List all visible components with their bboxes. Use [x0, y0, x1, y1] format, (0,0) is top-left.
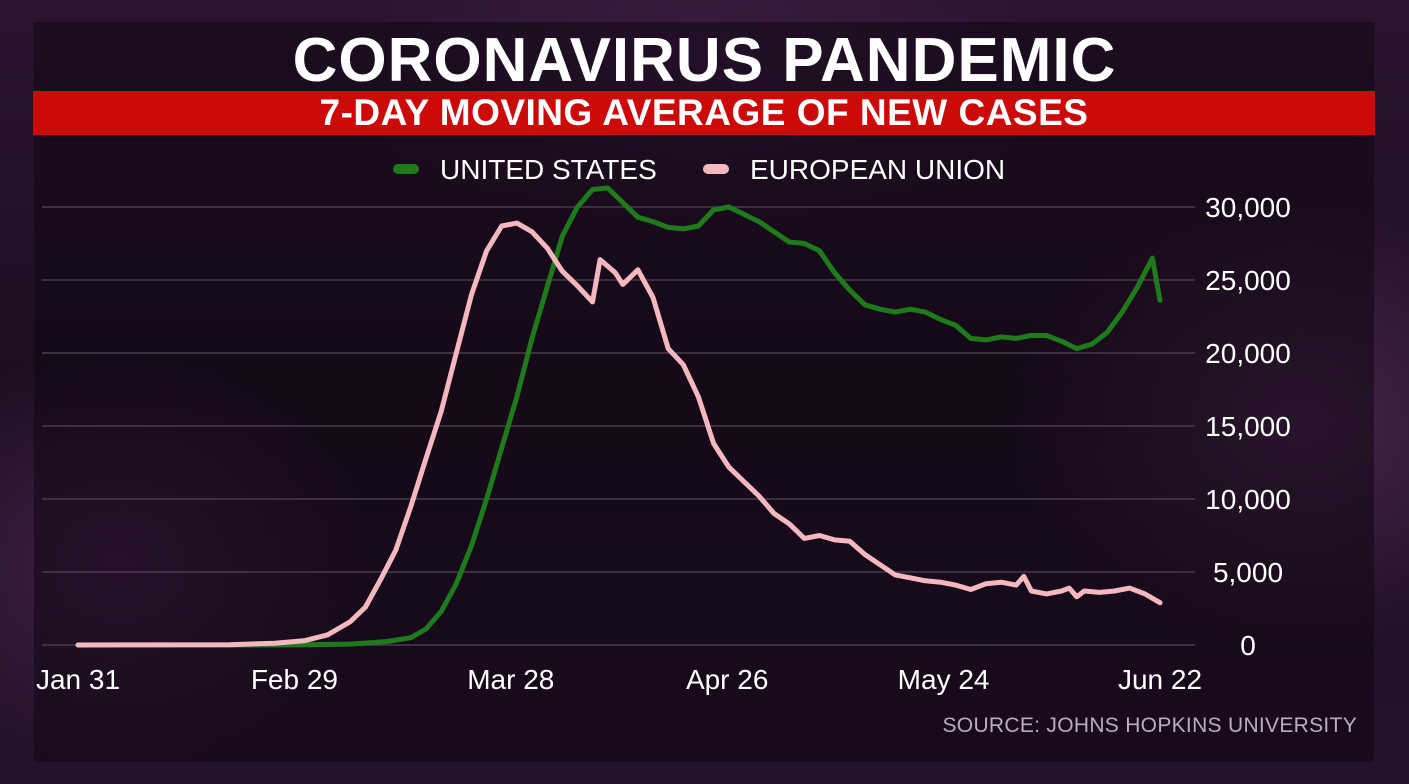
- subtitle-banner: 7-DAY MOVING AVERAGE OF NEW CASES: [33, 91, 1375, 135]
- y-tick-label: 15,000: [1205, 411, 1291, 442]
- y-tick-label: 10,000: [1205, 484, 1291, 515]
- series-lines: [75, 185, 1163, 648]
- legend-label: EUROPEAN UNION: [750, 154, 1005, 185]
- series-line-european-union: [75, 220, 1163, 648]
- chart-panel: [34, 22, 1374, 762]
- x-tick-label: Mar 28: [467, 664, 554, 695]
- legend-label: UNITED STATES: [440, 154, 657, 185]
- x-tick-label: Jan 31: [36, 664, 120, 695]
- main-title: CORONAVIRUS PANDEMIC: [292, 26, 1117, 95]
- y-tick-label: 25,000: [1205, 265, 1291, 296]
- series-line-united-states: [75, 185, 1163, 648]
- legend: UNITED STATES EUROPEAN UNION: [393, 154, 1005, 185]
- x-tick-label: Apr 26: [686, 664, 769, 695]
- y-tick-label: 5,000: [1213, 557, 1283, 588]
- x-axis-labels: Jan 31 Feb 29 Mar 28 Apr 26 May 24 Jun 22: [36, 664, 1202, 695]
- y-axis-labels: 0 5,000 10,000 15,000 20,000 25,000 30,000: [1205, 192, 1291, 661]
- y-tick-label: 30,000: [1205, 192, 1291, 223]
- y-tick-label: 0: [1240, 630, 1256, 661]
- x-tick-label: Jun 22: [1118, 664, 1202, 695]
- x-tick-label: May 24: [898, 664, 990, 695]
- y-tick-label: 20,000: [1205, 338, 1291, 369]
- x-tick-label: Feb 29: [251, 664, 338, 695]
- source-credit: SOURCE: JOHNS HOPKINS UNIVERSITY: [942, 714, 1357, 737]
